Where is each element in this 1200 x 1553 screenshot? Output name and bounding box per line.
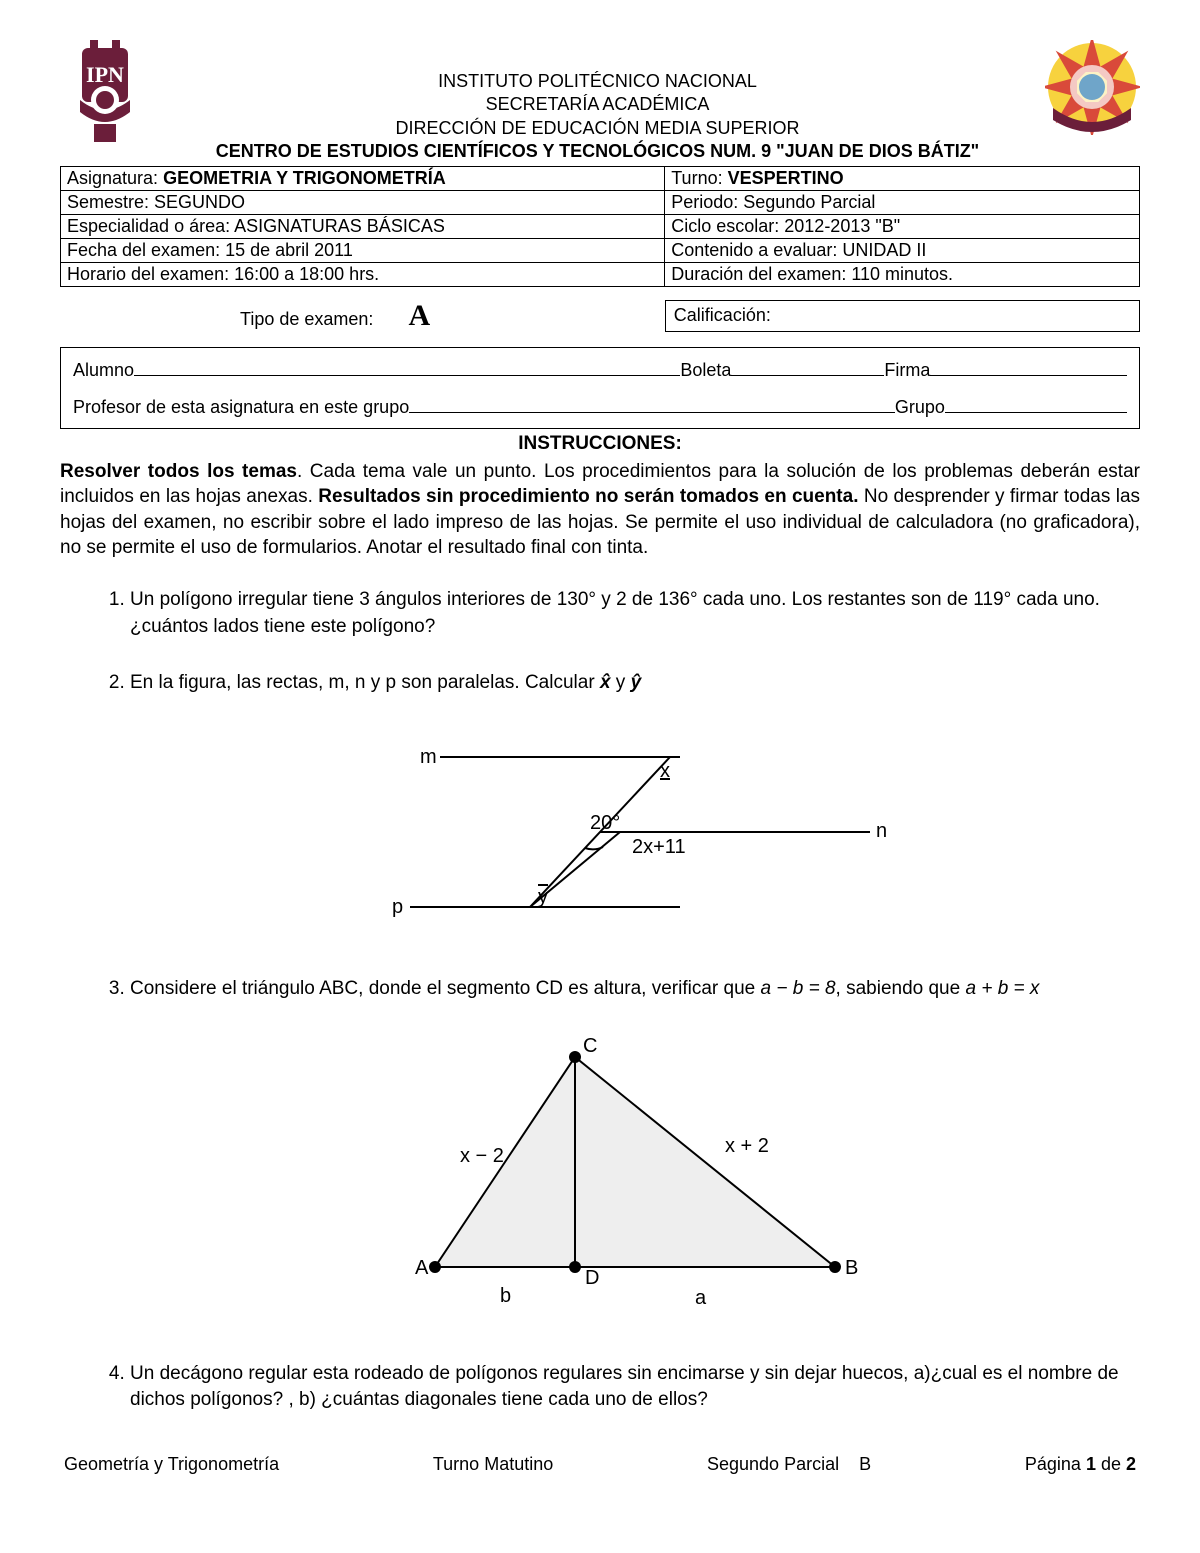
q2-lbl-m: m (420, 746, 437, 768)
q2-xvar: x̂ (600, 672, 611, 693)
header-line-3: DIRECCIÓN DE EDUCACIÓN MEDIA SUPERIOR (150, 117, 1045, 140)
tipo-letter: A (408, 299, 430, 332)
q3-lbl-A: A (415, 1257, 429, 1279)
cell-duracion: Duración del examen: 110 minutos. (665, 262, 1140, 286)
q3-mid: , sabiendo que (836, 978, 966, 999)
svg-text:IPN: IPN (86, 62, 124, 87)
q2-lbl-n: n (876, 820, 887, 842)
cell-asignatura: Asignatura: GEOMETRIA Y TRIGONOMETRÍA (61, 166, 665, 190)
cell-fecha: Fecha del examen: 15 de abril 2011 (61, 238, 665, 262)
cell-horario: Horario del examen: 16:00 a 18:00 hrs. (61, 262, 665, 286)
header-line-4: CENTRO DE ESTUDIOS CIENTÍFICOS Y TECNOLÓ… (150, 140, 1045, 163)
q2-lbl-y: y (538, 886, 548, 908)
q3-lbl-D: D (585, 1267, 599, 1289)
footer-parcial: Segundo Parcial B (707, 1454, 871, 1475)
q3-lbl-right: x + 2 (725, 1135, 769, 1157)
footer-page: Página 1 de 2 (1025, 1454, 1136, 1475)
instr-bold2: Resultados sin procedimiento no serán to… (318, 486, 858, 507)
profesor-label: Profesor de esta asignatura en este grup… (73, 397, 409, 418)
cell-turno: Turno: VESPERTINO (665, 166, 1140, 190)
footer-c3: Segundo Parcial (707, 1454, 839, 1474)
instr-bold1: Resolver todos los temas (60, 461, 297, 482)
footer-c5d: 2 (1126, 1454, 1136, 1474)
firma-label: Firma (884, 360, 930, 381)
footer-c4: B (859, 1454, 871, 1474)
q3-text: Considere el triángulo ABC, donde el seg… (130, 978, 761, 999)
question-2: En la figura, las rectas, m, n y p son p… (130, 670, 1140, 945)
ipn-logo: IPN (60, 40, 150, 145)
figure-q2: m n p x y 20° 2x+11 (130, 717, 1130, 946)
cell-especialidad: Especialidad o área: ASIGNATURAS BÁSICAS (61, 214, 665, 238)
calif-box: Calificación: (665, 300, 1140, 332)
profesor-field (409, 395, 895, 413)
cell-semestre: Semestre: SEGUNDO (61, 190, 665, 214)
student-box: Alumno Boleta Firma Profesor de esta asi… (60, 347, 1140, 429)
q3-eq1: a − b = 8 (761, 978, 836, 999)
header-row: IPN INSTITUTO POLITÉCNICO NACIONAL SECRE… (60, 40, 1140, 164)
q2-text: En la figura, las rectas, m, n y p son p… (130, 672, 600, 693)
q2-lbl-expr: 2x+11 (632, 836, 686, 858)
asignatura-value: GEOMETRIA Y TRIGONOMETRÍA (163, 168, 446, 188)
boleta-field (731, 358, 884, 376)
tipo-label-block: Tipo de examen: A (60, 299, 665, 333)
calif-label: Calificación: (674, 305, 771, 325)
question-4: Un decágono regular esta rodeado de polí… (130, 1361, 1140, 1414)
boleta-label: Boleta (680, 360, 731, 381)
footer-subject: Geometría y Trigonometría (64, 1454, 279, 1475)
asignatura-label: Asignatura: (67, 168, 163, 188)
cell-periodo: Periodo: Segundo Parcial (665, 190, 1140, 214)
instr-body: Resolver todos los temas. Cada tema vale… (60, 459, 1140, 562)
footer-c5b: 1 (1086, 1454, 1096, 1474)
footer-c5c: de (1096, 1454, 1126, 1474)
cell-ciclo: Ciclo escolar: 2012-2013 "B" (665, 214, 1140, 238)
header-line-1: INSTITUTO POLITÉCNICO NACIONAL (150, 70, 1045, 93)
q3-lbl-a: a (695, 1287, 707, 1309)
q3-lbl-C: C (583, 1035, 597, 1057)
footer-c5a: Página (1025, 1454, 1086, 1474)
grupo-label: Grupo (895, 397, 945, 418)
info-table: Asignatura: GEOMETRIA Y TRIGONOMETRÍA Tu… (60, 166, 1140, 287)
q2-yvar: ŷ (631, 672, 642, 693)
tipo-row: Tipo de examen: A Calificación: (60, 299, 1140, 333)
firma-field (930, 358, 1127, 376)
instr-title: INSTRUCCIONES: (60, 433, 1140, 455)
questions-list: Un polígono irregular tiene 3 ángulos in… (60, 587, 1140, 1414)
school-badge (1045, 40, 1140, 135)
alumno-field (134, 358, 680, 376)
q3-lbl-b: b (500, 1285, 511, 1307)
turno-value: VESPERTINO (728, 168, 844, 188)
question-3: Considere el triángulo ABC, donde el seg… (130, 976, 1140, 1331)
turno-label: Turno: (671, 168, 727, 188)
q2-lbl-x: x (660, 760, 670, 782)
q2-mid: y (611, 672, 631, 693)
q3-lbl-B: B (845, 1257, 858, 1279)
tipo-label: Tipo de examen: (240, 309, 373, 329)
header-line-2: SECRETARÍA ACADÉMICA (150, 93, 1045, 116)
q2-lbl-p: p (392, 896, 403, 918)
header-text: INSTITUTO POLITÉCNICO NACIONAL SECRETARÍ… (150, 40, 1045, 164)
footer-turno: Turno Matutino (433, 1454, 553, 1475)
q3-eq2: a + b = x (965, 978, 1039, 999)
cell-contenido: Contenido a evaluar: UNIDAD II (665, 238, 1140, 262)
q3-lbl-left: x − 2 (460, 1145, 504, 1167)
alumno-label: Alumno (73, 360, 134, 381)
q2-lbl-angle: 20° (590, 812, 620, 834)
figure-q3: A B C D b a x − 2 x + 2 (130, 1022, 1130, 1331)
question-1: Un polígono irregular tiene 3 ángulos in… (130, 587, 1140, 640)
page-footer: Geometría y Trigonometría Turno Matutino… (60, 1454, 1140, 1475)
grupo-field (945, 395, 1127, 413)
